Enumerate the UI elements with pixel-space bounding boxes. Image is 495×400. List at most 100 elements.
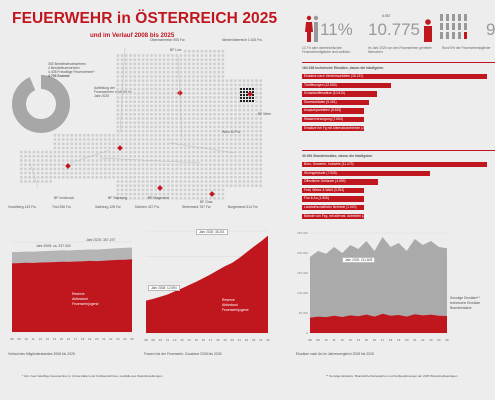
map-dot xyxy=(179,83,183,87)
map-dot xyxy=(108,171,111,175)
map-dot xyxy=(217,150,220,154)
map-dot xyxy=(230,125,233,129)
map-dot xyxy=(238,117,241,120)
label-bf-salzburg: BF Salzburg xyxy=(108,196,127,200)
map-dot xyxy=(162,83,166,87)
map-dot xyxy=(209,134,212,137)
women-legend-jugend: Feuerwehrjugend xyxy=(222,308,249,312)
map-dot xyxy=(259,87,262,91)
map-dot xyxy=(225,146,229,150)
map-dot xyxy=(20,155,23,158)
map-dot xyxy=(141,171,145,175)
map-dot xyxy=(179,125,183,129)
map-dot xyxy=(162,134,166,137)
map-dot xyxy=(154,108,157,112)
map-dot xyxy=(192,125,195,129)
map-dot xyxy=(167,58,170,61)
person-glyph xyxy=(458,23,461,30)
map-dot xyxy=(171,100,174,103)
map-dot xyxy=(251,117,254,120)
map-dot xyxy=(213,159,216,162)
map-dot xyxy=(41,159,44,162)
map-dot xyxy=(146,108,149,112)
map-dot xyxy=(171,176,174,179)
map-dot xyxy=(158,142,162,145)
map-dot xyxy=(116,176,120,179)
map-dot xyxy=(192,192,195,196)
map-dot xyxy=(200,163,204,166)
map-dot xyxy=(225,87,229,91)
map-dot xyxy=(49,150,52,154)
map-dot xyxy=(204,117,208,120)
map-dot xyxy=(171,134,174,137)
map-dot xyxy=(242,150,246,154)
tech-bar-label: Schadstoffeinsätze (10.610) xyxy=(304,91,345,96)
map-dot xyxy=(192,83,195,87)
map-dot xyxy=(209,87,212,91)
map-dot xyxy=(200,121,204,124)
map-dot xyxy=(32,155,36,158)
members-x-tick: 17 xyxy=(74,337,78,341)
map-dot xyxy=(259,150,262,154)
deploy-x-tick: 23 xyxy=(429,338,433,342)
map-dot xyxy=(242,83,246,87)
map-dot xyxy=(188,108,191,112)
map-dot xyxy=(129,108,132,112)
map-dot xyxy=(196,71,199,74)
map-dot xyxy=(188,125,191,129)
brand-bar: Wohngebäude (7.926) xyxy=(302,170,430,176)
map-dot xyxy=(242,163,246,166)
map-dot xyxy=(183,138,187,141)
map-dot xyxy=(251,155,254,158)
map-dot xyxy=(150,58,153,61)
map-dot xyxy=(133,96,136,99)
map-dot xyxy=(91,176,94,179)
map-dot xyxy=(209,142,212,145)
map-dot xyxy=(150,62,153,66)
women-x-tick: 08 xyxy=(144,338,148,342)
map-dot xyxy=(167,66,170,70)
map-dot xyxy=(196,100,199,103)
map-dot xyxy=(192,197,195,200)
tech-bar: Einsätze nach Verkehrsunfällen (26.157) xyxy=(302,74,487,80)
women-x-tick: 23 xyxy=(252,338,256,342)
map-dot xyxy=(200,197,204,200)
map-dot xyxy=(200,142,204,145)
map-dot xyxy=(133,66,136,70)
map-dot xyxy=(120,197,124,200)
map-dot xyxy=(179,197,183,200)
map-dot xyxy=(179,188,183,192)
deploy-legend-technisch: technische Einsätze xyxy=(450,301,481,305)
page-subtitle: und im Verlauf 2008 bis 2025 xyxy=(90,32,175,39)
map-dot xyxy=(146,125,149,129)
map-dot xyxy=(74,163,78,166)
map-dot xyxy=(129,104,132,108)
map-dot xyxy=(209,163,212,166)
deploy-caption: Einsätze nach Art im Jahresvergleich 200… xyxy=(296,352,374,356)
map-dot xyxy=(116,197,120,200)
map-dot xyxy=(95,176,99,179)
map-dot xyxy=(238,155,241,158)
map-dot xyxy=(167,129,170,133)
map-dot xyxy=(188,58,191,61)
map-dot xyxy=(91,134,94,137)
map-dot xyxy=(70,146,73,150)
map-dot xyxy=(246,176,250,179)
map-dot xyxy=(133,197,136,200)
map-dot xyxy=(116,142,120,145)
map-dot xyxy=(200,192,204,196)
map-dot xyxy=(213,163,216,166)
brand-bar-label: Feld, Wiese & Wald (3.294) xyxy=(304,187,345,192)
map-dot xyxy=(116,121,120,124)
map-dot xyxy=(116,100,120,103)
map-dot xyxy=(192,142,195,145)
map-dot xyxy=(146,146,149,150)
map-dot xyxy=(225,150,229,154)
map-dot xyxy=(116,96,120,99)
map-dot xyxy=(209,75,212,78)
map-dot xyxy=(183,167,187,171)
map-dot xyxy=(204,121,208,124)
map-dot xyxy=(125,180,128,183)
map-dot xyxy=(146,180,149,183)
map-dot xyxy=(141,108,145,112)
